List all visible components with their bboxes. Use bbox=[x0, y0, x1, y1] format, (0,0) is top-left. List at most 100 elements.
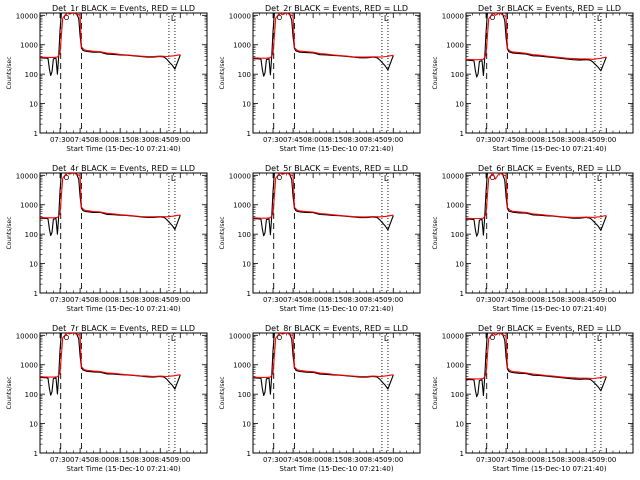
lld-series-line bbox=[40, 13, 181, 58]
y-tick-label: 10 bbox=[242, 261, 251, 269]
y-tick-label: 10000 bbox=[16, 332, 38, 340]
y-axis-label: Counts/sec bbox=[6, 216, 13, 249]
y-tick-label: 10000 bbox=[442, 332, 464, 340]
x-tick-label: 08:45 bbox=[363, 456, 383, 464]
marker-label-o: O bbox=[490, 334, 496, 342]
y-tick-label: 10 bbox=[455, 101, 464, 109]
marker-label-o: O bbox=[277, 334, 283, 342]
y-tick-label: 10000 bbox=[229, 12, 251, 20]
y-tick-label: 1000 bbox=[446, 42, 464, 50]
marker-label-o: O bbox=[277, 14, 283, 22]
y-tick-label: 1 bbox=[460, 130, 464, 138]
y-tick-label: 10000 bbox=[229, 172, 251, 180]
x-tick-label: 08:30 bbox=[343, 136, 363, 144]
x-tick-label: 09:00 bbox=[596, 136, 616, 144]
y-tick-label: 100 bbox=[25, 391, 38, 399]
y-tick-label: 10 bbox=[29, 261, 38, 269]
lld-series-line bbox=[40, 173, 181, 219]
marker-label-l: L bbox=[597, 14, 602, 23]
x-tick-label: 07:45 bbox=[70, 296, 90, 304]
y-tick-label: 10000 bbox=[16, 12, 38, 20]
marker-label-l: L bbox=[384, 174, 389, 183]
marker-label-o: O bbox=[64, 14, 70, 22]
x-tick-label: 08:30 bbox=[556, 136, 576, 144]
x-tick-label: 09:00 bbox=[170, 136, 190, 144]
plot-frame bbox=[465, 12, 634, 134]
chart-panel: Det_7r BLACK = Events, RED = LLD Counts/s… bbox=[6, 324, 208, 473]
x-tick-label: 07:45 bbox=[70, 456, 90, 464]
x-axis-label: Start Time (15-Dec-10 07:21:40) bbox=[66, 305, 180, 313]
y-axis-label: Counts/sec bbox=[432, 56, 439, 89]
chart-panel: Det_4r BLACK = Events, RED = LLD Counts/s… bbox=[6, 164, 208, 313]
chart-title: Det_9r BLACK = Events, RED = LLD bbox=[478, 324, 621, 333]
x-tick-label: 08:30 bbox=[556, 456, 576, 464]
marker-label-l: L bbox=[384, 334, 389, 343]
events-series-line bbox=[466, 333, 607, 398]
marker-label-l: L bbox=[597, 174, 602, 183]
chart-title: Det_5r BLACK = Events, RED = LLD bbox=[265, 164, 408, 173]
x-tick-label: 08:45 bbox=[576, 456, 596, 464]
marker-label-o: O bbox=[490, 174, 496, 182]
x-tick-label: 08:15 bbox=[536, 296, 556, 304]
y-tick-label: 1 bbox=[247, 130, 251, 138]
x-tick-label: 08:15 bbox=[110, 136, 130, 144]
chart-title: Det_1r BLACK = Events, RED = LLD bbox=[52, 4, 195, 13]
plot-frame bbox=[39, 12, 208, 134]
y-tick-label: 10000 bbox=[16, 172, 38, 180]
x-tick-label: 08:15 bbox=[323, 456, 343, 464]
x-tick-label: 07:30 bbox=[263, 456, 283, 464]
y-tick-label: 10000 bbox=[442, 12, 464, 20]
y-tick-label: 1 bbox=[460, 290, 464, 298]
x-tick-label: 08:15 bbox=[536, 456, 556, 464]
y-axis-label: Counts/sec bbox=[432, 216, 439, 249]
x-tick-label: 07:30 bbox=[50, 136, 70, 144]
x-tick-label: 08:45 bbox=[150, 296, 170, 304]
x-tick-label: 08:00 bbox=[303, 456, 323, 464]
x-axis-label: Start Time (15-Dec-10 07:21:40) bbox=[279, 145, 393, 153]
lld-series-line bbox=[253, 333, 394, 378]
x-tick-label: 07:30 bbox=[263, 296, 283, 304]
plot-frame bbox=[252, 172, 421, 294]
x-tick-label: 08:00 bbox=[303, 136, 323, 144]
x-tick-label: 07:30 bbox=[50, 296, 70, 304]
plot-frame bbox=[252, 12, 421, 134]
chart-panel: Det_3r BLACK = Events, RED = LLD Counts/s… bbox=[432, 4, 634, 153]
x-tick-label: 08:45 bbox=[363, 136, 383, 144]
y-tick-label: 10 bbox=[29, 421, 38, 429]
x-tick-label: 09:00 bbox=[170, 296, 190, 304]
y-tick-label: 100 bbox=[25, 71, 38, 79]
chart-title: Det_8r BLACK = Events, RED = LLD bbox=[265, 324, 408, 333]
y-tick-label: 10000 bbox=[229, 332, 251, 340]
x-tick-label: 07:45 bbox=[496, 136, 516, 144]
x-tick-label: 08:45 bbox=[363, 296, 383, 304]
y-tick-label: 1000 bbox=[233, 202, 251, 210]
x-tick-label: 08:15 bbox=[536, 136, 556, 144]
plot-frame bbox=[39, 172, 208, 294]
chart-title: Det_6r BLACK = Events, RED = LLD bbox=[478, 164, 621, 173]
x-tick-label: 08:30 bbox=[343, 456, 363, 464]
y-tick-label: 1 bbox=[460, 450, 464, 458]
chart-title: Det_4r BLACK = Events, RED = LLD bbox=[52, 164, 195, 173]
y-axis-label: Counts/sec bbox=[219, 376, 226, 409]
x-tick-label: 08:45 bbox=[576, 296, 596, 304]
lld-series-line bbox=[466, 173, 607, 220]
x-tick-label: 08:00 bbox=[90, 136, 110, 144]
x-tick-label: 08:45 bbox=[150, 456, 170, 464]
marker-label-l: L bbox=[171, 14, 176, 23]
x-tick-label: 07:45 bbox=[70, 136, 90, 144]
x-tick-label: 08:00 bbox=[90, 296, 110, 304]
lld-series-line bbox=[466, 13, 607, 61]
y-axis-label: Counts/sec bbox=[219, 216, 226, 249]
y-tick-label: 1 bbox=[247, 450, 251, 458]
y-tick-label: 1000 bbox=[20, 42, 38, 50]
x-axis-label: Start Time (15-Dec-10 07:21:40) bbox=[492, 465, 606, 473]
x-axis-label: Start Time (15-Dec-10 07:21:40) bbox=[492, 145, 606, 153]
x-tick-label: 07:30 bbox=[476, 296, 496, 304]
x-axis-label: Start Time (15-Dec-10 07:21:40) bbox=[279, 305, 393, 313]
y-tick-label: 100 bbox=[451, 231, 464, 239]
marker-label-l: L bbox=[171, 174, 176, 183]
x-tick-label: 07:45 bbox=[283, 296, 303, 304]
marker-label-l: L bbox=[597, 334, 602, 343]
events-series-line bbox=[466, 13, 607, 78]
